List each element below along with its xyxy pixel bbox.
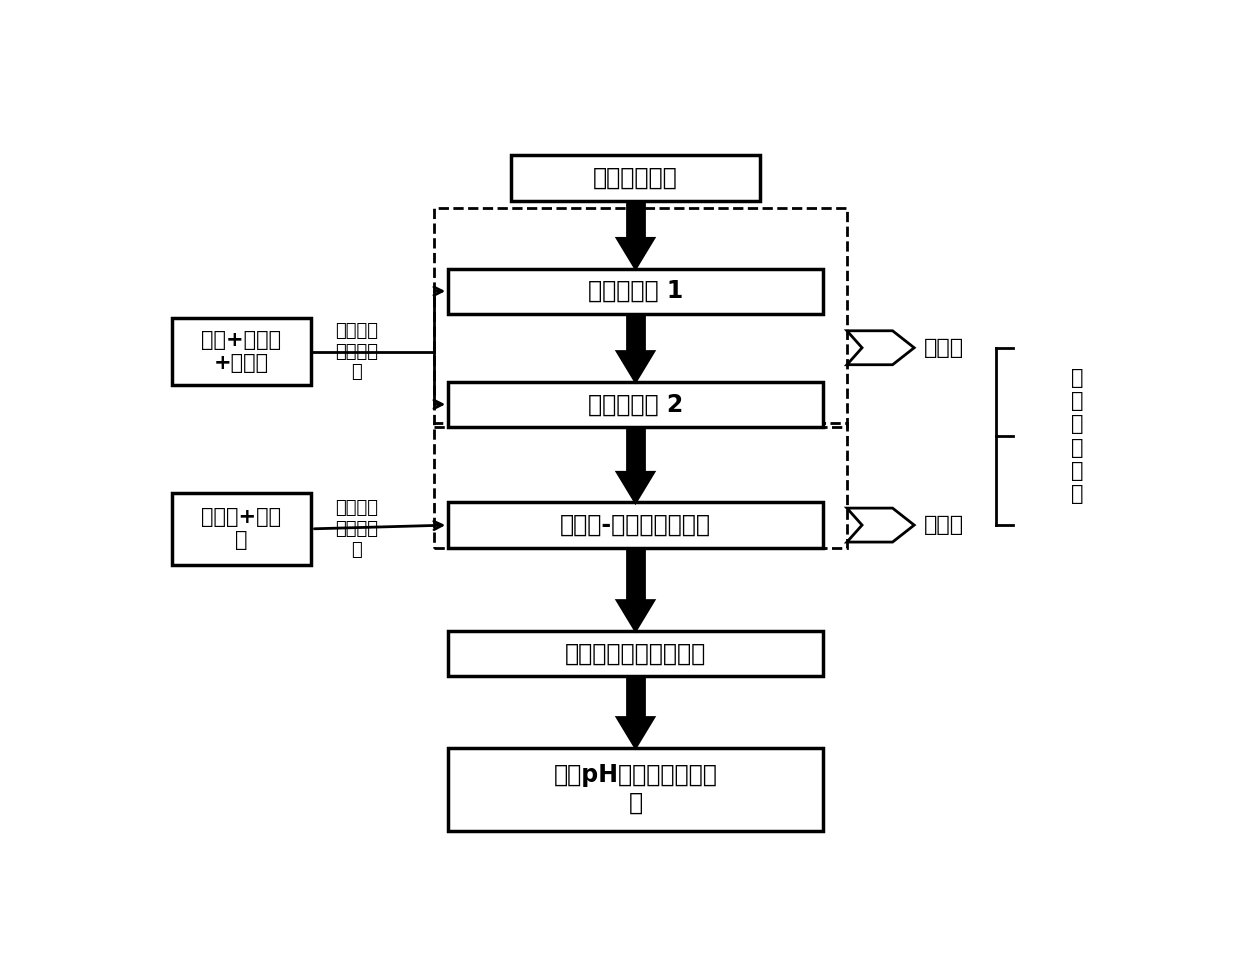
Text: 配合比、
压实度设
计: 配合比、 压实度设 计 xyxy=(335,321,378,381)
Text: 多
级
时
序
阻
控: 多 级 时 序 阻 控 xyxy=(1071,368,1084,504)
Bar xyxy=(627,676,644,717)
Polygon shape xyxy=(618,717,653,748)
Polygon shape xyxy=(618,601,653,631)
Bar xyxy=(448,503,823,548)
Polygon shape xyxy=(847,331,914,365)
Bar xyxy=(627,201,644,238)
Text: 中和带: 中和带 xyxy=(924,338,963,358)
Bar xyxy=(627,548,644,601)
Bar xyxy=(172,318,311,385)
Polygon shape xyxy=(618,352,653,381)
Bar xyxy=(434,423,847,548)
Text: 膨润土+红黏
土: 膨润土+红黏 土 xyxy=(201,508,281,551)
Bar xyxy=(627,427,644,472)
Polygon shape xyxy=(618,472,653,503)
Text: 阻滞带: 阻滞带 xyxy=(924,515,963,535)
Bar xyxy=(511,155,760,201)
Bar xyxy=(448,748,823,831)
Text: 监测pH、重金属离子浓
度: 监测pH、重金属离子浓 度 xyxy=(553,763,718,815)
Polygon shape xyxy=(618,238,653,269)
Bar xyxy=(172,493,311,564)
Bar xyxy=(627,314,644,352)
Text: 处理后的酸性矿山废水: 处理后的酸性矿山废水 xyxy=(565,641,706,665)
Text: 中和反应墙 2: 中和反应墙 2 xyxy=(588,392,683,416)
Polygon shape xyxy=(847,508,914,542)
Bar xyxy=(448,631,823,676)
Text: 飞灰+膨润土
+红黏土: 飞灰+膨润土 +红黏土 xyxy=(201,330,281,373)
Bar xyxy=(434,208,847,427)
Bar xyxy=(448,382,823,427)
Bar xyxy=(448,269,823,314)
Text: 配合比、
压实度设
计: 配合比、 压实度设 计 xyxy=(335,499,378,559)
Text: 红黏土-膨润土工程屏障: 红黏土-膨润土工程屏障 xyxy=(560,514,711,537)
Text: 酸性矿山废水: 酸性矿山废水 xyxy=(593,166,678,190)
Text: 中和反应墙 1: 中和反应墙 1 xyxy=(588,279,683,303)
